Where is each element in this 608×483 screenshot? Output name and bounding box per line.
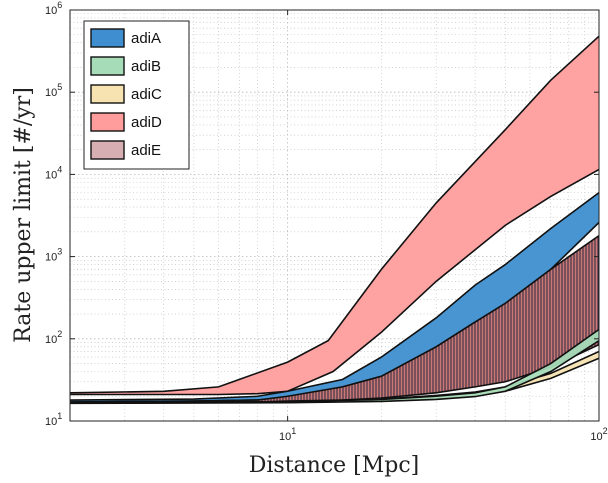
y-tick-label: 105 (45, 82, 62, 99)
legend-swatch-adiE (90, 140, 125, 160)
legend-swatch-adiC (90, 84, 125, 104)
band-adiD (70, 36, 599, 395)
y-tick-label: 102 (45, 329, 62, 346)
x-axis-title: Distance [Mpc] (249, 453, 420, 478)
axis-ticks: 101 102 103 104 105 106 101 102 (45, 0, 608, 443)
band-upper-adiB (70, 328, 599, 404)
band-lower-adiD (70, 168, 599, 396)
band-upper-adiA (70, 191, 599, 401)
band-adiE (70, 235, 599, 404)
band-upper-adiE (70, 234, 599, 403)
legend-swatch-adiB (90, 56, 125, 76)
y-tick-label: 106 (45, 0, 62, 17)
band-upper-adiD (70, 35, 599, 394)
x-tick-label: 102 (590, 426, 607, 443)
y-tick-label: 103 (45, 247, 62, 264)
legend-label-adiC: adiC (131, 86, 162, 103)
band-lower-adiB (70, 339, 599, 405)
legend-label-adiA: adiA (131, 30, 161, 47)
y-axis-title: Rate upper limit [#/yr] (11, 87, 36, 343)
y-tick-label: 104 (45, 164, 62, 181)
band-adiA (70, 192, 599, 403)
y-tick-label: 101 (45, 411, 62, 428)
plot-frame (69, 9, 600, 422)
legend-label-adiE: adiE (131, 142, 161, 159)
legend-label-adiB: adiB (131, 58, 161, 75)
legend-swatch-adiD (90, 112, 125, 132)
x-tick-label: 101 (279, 426, 296, 443)
series-bands (70, 35, 599, 405)
legend: adiA adiB adiC adiD adiE (83, 20, 190, 170)
legend-label-adiD: adiD (131, 114, 162, 131)
legend-swatch-adiA (90, 28, 125, 48)
